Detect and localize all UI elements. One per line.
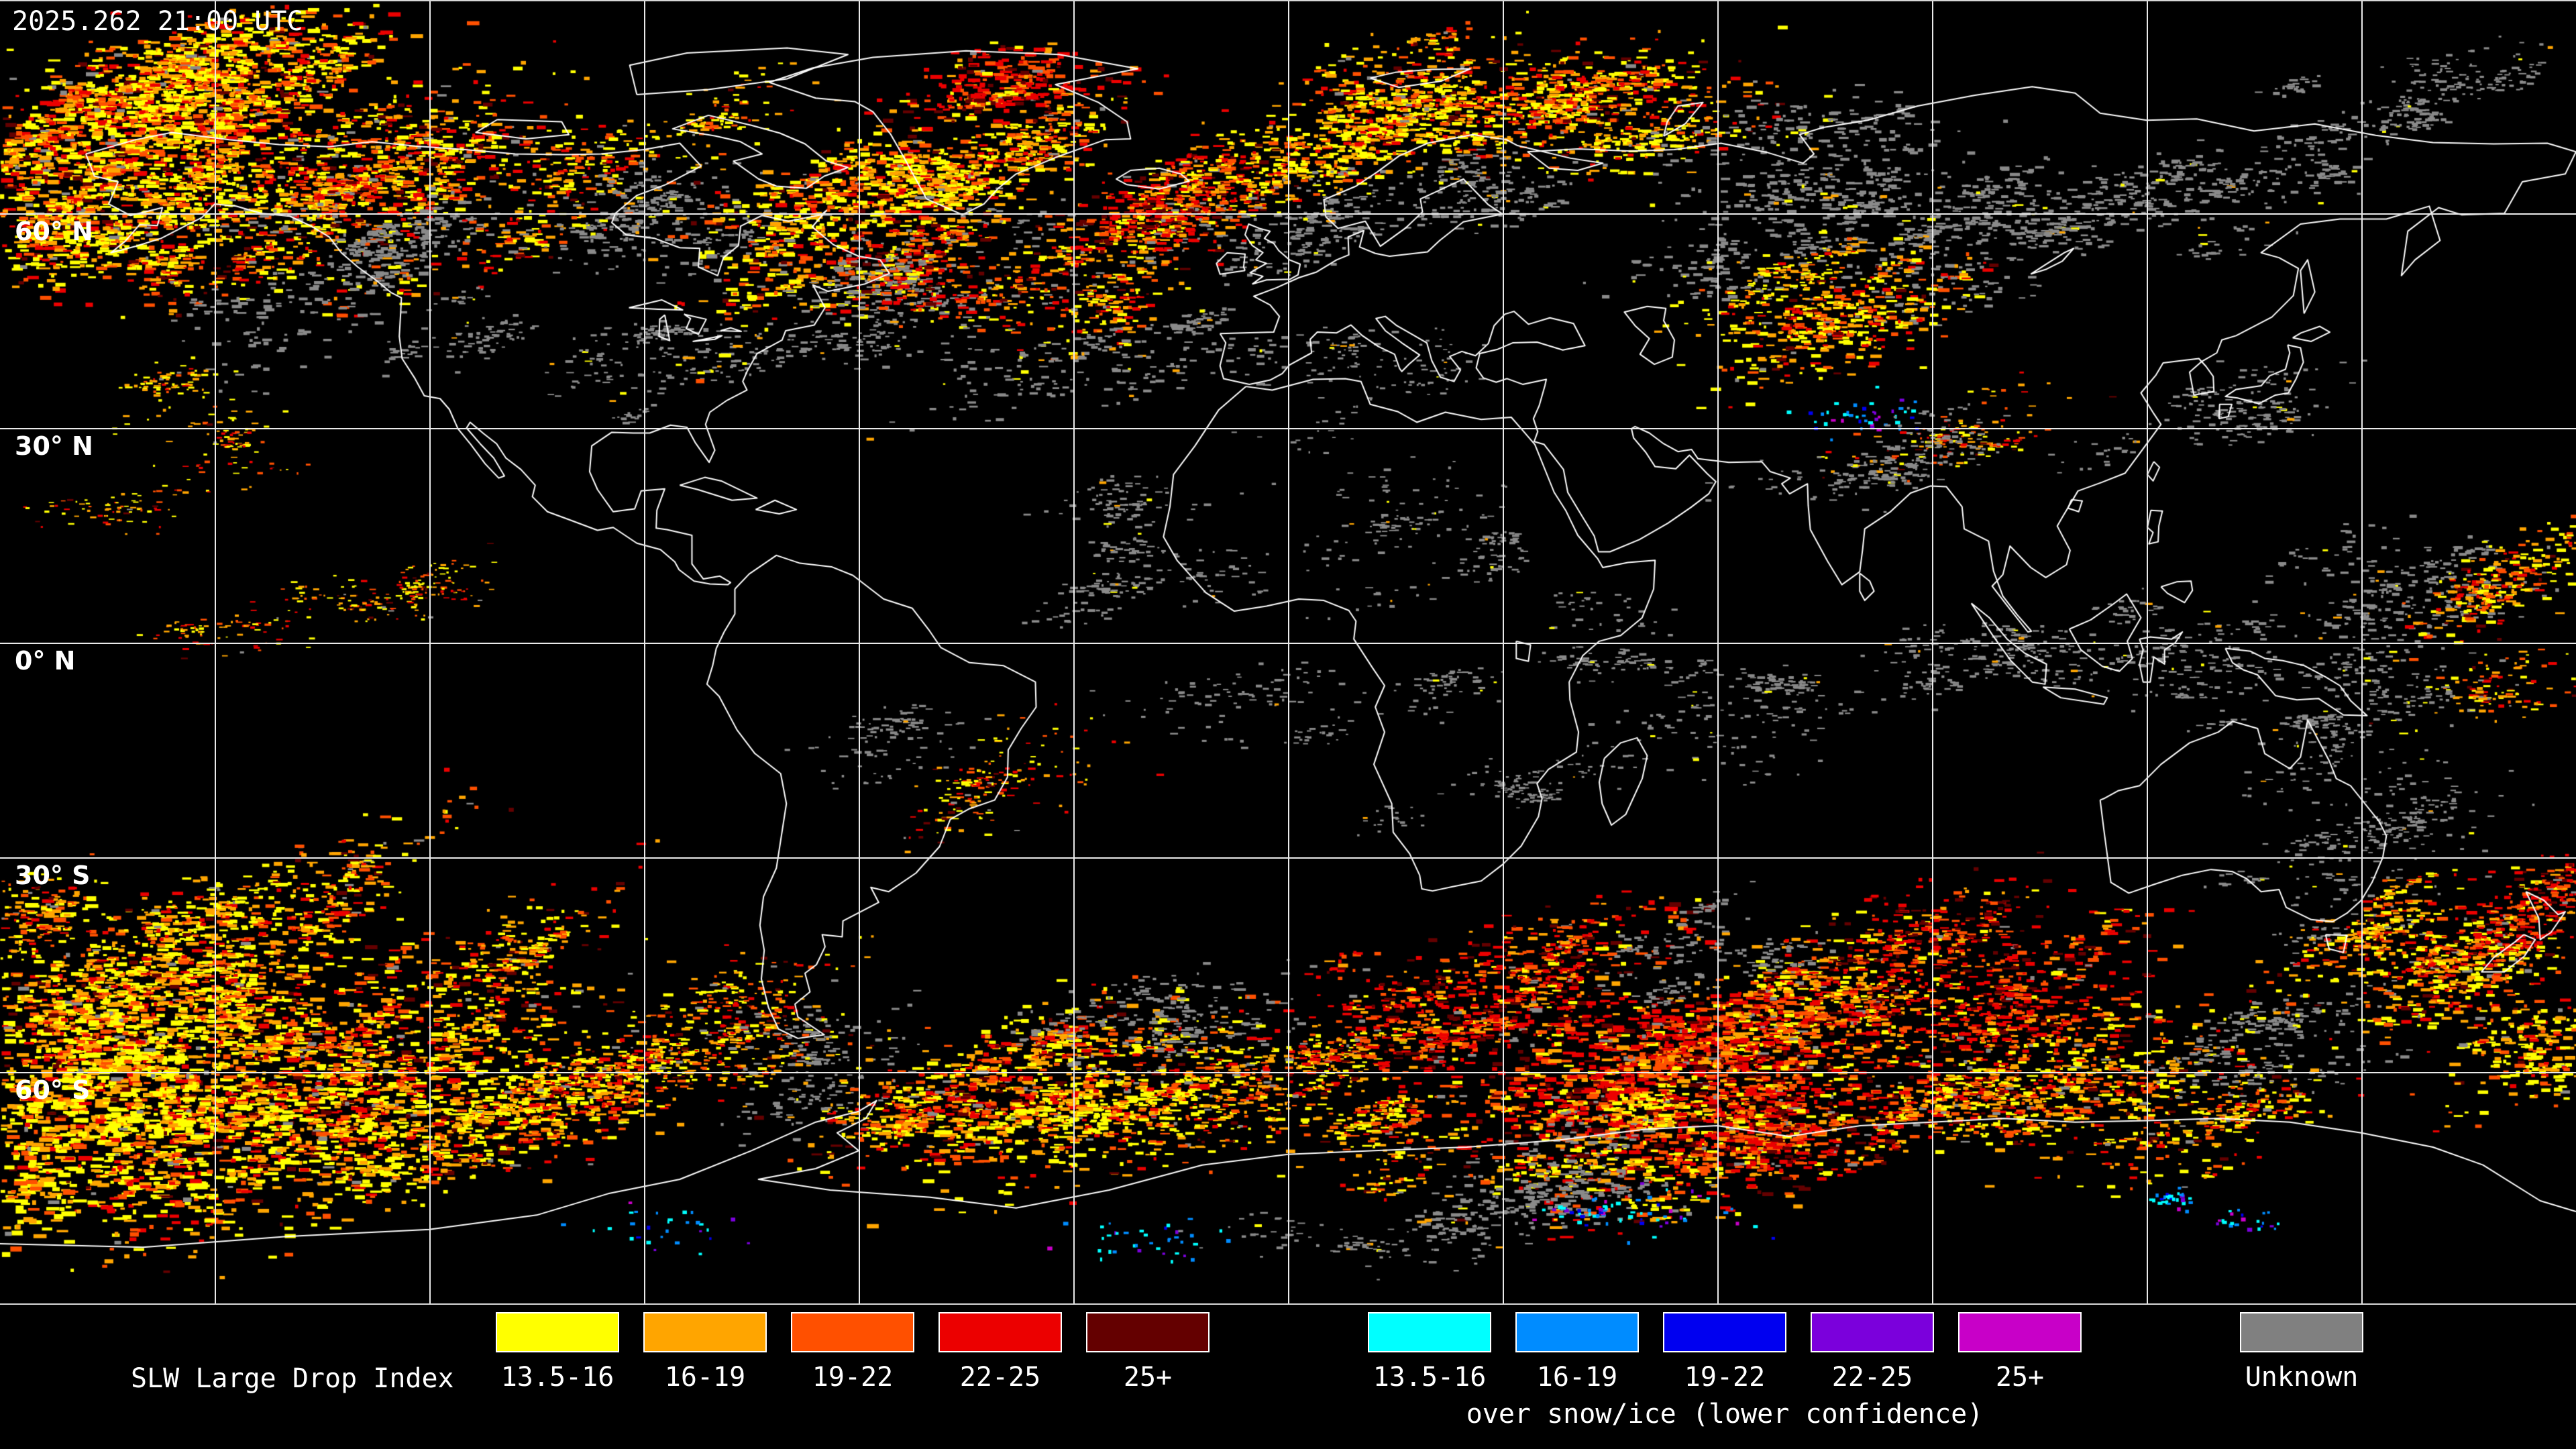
unknown-legend-item-label: Unknown <box>2245 1362 2359 1393</box>
snow-legend-caption: over snow/ice (lower confidence) <box>1466 1399 1984 1430</box>
snow-legend-item-3-label: 22-25 <box>1831 1362 1913 1393</box>
latitude-label-4: 60° S <box>15 1075 91 1105</box>
gridline-parallel-4 <box>0 1072 2576 1073</box>
snow-legend-item-4-swatch <box>1958 1312 2082 1352</box>
latitude-label-3: 30° S <box>15 861 91 890</box>
slw-legend-item-1: 16-19 <box>643 1312 767 1391</box>
slw-legend-item-0-label: 13.5-16 <box>500 1362 614 1393</box>
slw-legend-item-0: 13.5-16 <box>496 1312 619 1391</box>
snow-legend-item-4-label: 25+ <box>1995 1362 2045 1393</box>
gridline-meridian-8 <box>1932 0 1933 1305</box>
gridline-parallel-2 <box>0 643 2576 644</box>
map-border-bottom <box>0 1303 2576 1305</box>
snow-legend-item-0-label: 13.5-16 <box>1373 1362 1487 1393</box>
slw-legend-item-2-swatch <box>791 1312 914 1352</box>
slw-legend-item-3-swatch <box>938 1312 1062 1352</box>
gridline-meridian-2 <box>644 0 645 1305</box>
gridline-meridian-6 <box>1503 0 1504 1305</box>
timestamp: 2025.262 21:00 UTC <box>12 6 303 37</box>
snow-legend-item-1: 16-19 <box>1515 1312 1639 1391</box>
slw-legend-title: SLW Large Drop Index <box>131 1363 454 1394</box>
snow-legend-item-4: 25+ <box>1958 1312 2082 1391</box>
snow-legend-item-1-swatch <box>1515 1312 1639 1352</box>
unknown-legend-item-swatch <box>2240 1312 2363 1352</box>
slw-legend-item-4: 25+ <box>1086 1312 1210 1391</box>
gridline-parallel-0 <box>0 213 2576 215</box>
gridline-meridian-3 <box>859 0 860 1305</box>
slw-legend-item-3-label: 22-25 <box>959 1362 1041 1393</box>
slw-legend-item-2: 19-22 <box>791 1312 914 1391</box>
gridline-meridian-1 <box>429 0 431 1305</box>
slw-legend-item-1-swatch <box>643 1312 767 1352</box>
snow-legend-item-3-swatch <box>1811 1312 1934 1352</box>
gridline-meridian-7 <box>1717 0 1719 1305</box>
latitude-label-2: 0° N <box>15 646 76 676</box>
slw-legend-item-4-swatch <box>1086 1312 1210 1352</box>
snow-legend-item-3: 22-25 <box>1811 1312 1934 1391</box>
gridline-meridian-0 <box>215 0 216 1305</box>
unknown-legend-item: Unknown <box>2240 1312 2363 1391</box>
snow-legend-item-2: 19-22 <box>1663 1312 1786 1391</box>
slw-legend-item-0-swatch <box>496 1312 619 1352</box>
gridline-parallel-1 <box>0 428 2576 429</box>
gridline-meridian-10 <box>2361 0 2363 1305</box>
latitude-label-1: 30° N <box>15 431 93 461</box>
snow-legend-item-1-label: 16-19 <box>1536 1362 1618 1393</box>
snow-legend-item-2-swatch <box>1663 1312 1786 1352</box>
slw-legend-item-4-label: 25+ <box>1123 1362 1173 1393</box>
gridline-meridian-4 <box>1073 0 1075 1305</box>
slw-legend-item-3: 22-25 <box>938 1312 1062 1391</box>
snow-legend-item-0-swatch <box>1368 1312 1491 1352</box>
slw-legend-item-2-label: 19-22 <box>812 1362 894 1393</box>
slw-legend-item-1-label: 16-19 <box>664 1362 746 1393</box>
gridline-meridian-9 <box>2147 0 2148 1305</box>
snow-legend-item-0: 13.5-16 <box>1368 1312 1491 1391</box>
gridline-parallel-3 <box>0 857 2576 859</box>
gridline-meridian-5 <box>1288 0 1289 1305</box>
latitude-label-0: 60° N <box>15 217 93 246</box>
snow-legend-item-2-label: 19-22 <box>1684 1362 1766 1393</box>
map-border-top <box>0 0 2576 1</box>
